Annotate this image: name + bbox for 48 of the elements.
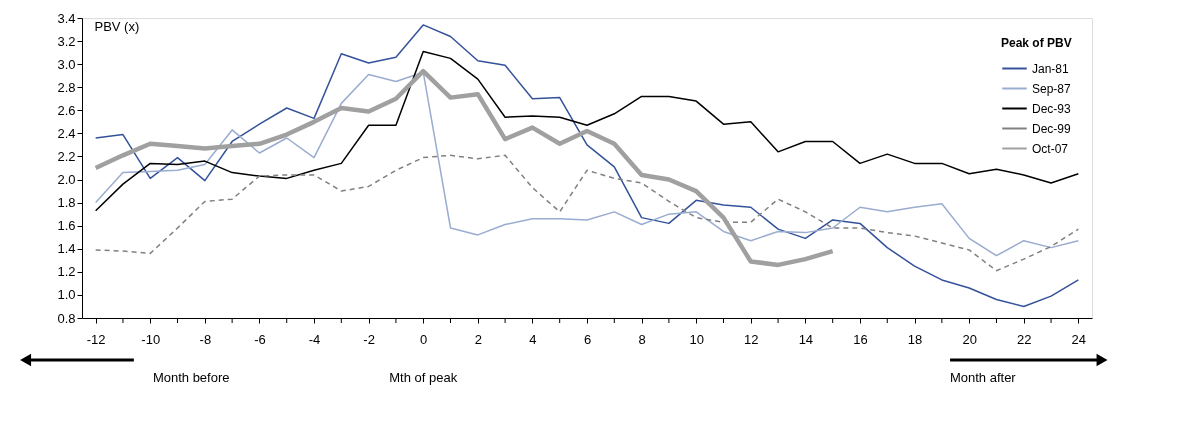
text: Month after	[949, 370, 1017, 385]
line-series	[94, 24, 1080, 308]
y-axis-title: PBV (x)	[94, 18, 140, 34]
legend-label: Jan-81	[1032, 61, 1070, 76]
text: Month before	[152, 370, 230, 385]
x-tick-label: 0	[420, 331, 428, 347]
y-tick-label: 3.2	[57, 33, 76, 49]
x-tick-label: 16	[853, 331, 868, 347]
line-series	[94, 71, 1080, 257]
x-tick-label: 12	[744, 331, 759, 347]
x-tick-label: -8	[199, 331, 212, 347]
x-tick-label: 4	[529, 331, 537, 347]
y-tick-label: 2.4	[57, 125, 76, 141]
legend-label: Dec-99	[1032, 121, 1072, 136]
x-tick-label: 2	[474, 331, 482, 347]
legend-label: Dec-93	[1032, 101, 1072, 116]
legend-label: Sep-87	[1032, 81, 1072, 96]
x-tick-label: 10	[689, 331, 704, 347]
legend-label: Oct-07	[1032, 141, 1069, 156]
x-tick-label: -2	[363, 331, 375, 347]
y-tick-label: 1.4	[57, 241, 76, 257]
line-series	[93, 68, 835, 268]
x-tick-label: 8	[638, 331, 646, 347]
x-tick-label: 14	[798, 331, 814, 347]
x-tick-label: 18	[907, 331, 923, 347]
x-tick-label: 20	[962, 331, 977, 347]
line-series	[94, 154, 1080, 272]
y-tick-label: 1.2	[57, 264, 76, 280]
x-tick-label: 22	[1017, 331, 1032, 347]
x-tick-label: -12	[86, 331, 106, 347]
legend-title: Peak of PBV	[1001, 36, 1072, 50]
y-tick-label: 2.2	[57, 148, 76, 164]
x-tick-label: -10	[141, 331, 161, 347]
y-tick-label: 1.8	[57, 195, 76, 211]
y-tick-label: 3.4	[57, 10, 76, 26]
y-tick-label: 1.0	[57, 287, 76, 303]
line-series	[94, 50, 1080, 212]
y-tick-label: 1.6	[57, 218, 76, 234]
y-tick-label: 2.8	[57, 79, 76, 95]
y-tick-label: 3.0	[57, 56, 76, 72]
x-tick-label: -4	[308, 331, 321, 347]
x-tick-label: -6	[254, 331, 266, 347]
y-tick-label: 2.6	[57, 102, 76, 118]
x-tick-label: 24	[1071, 331, 1087, 347]
x-tick-label: 6	[583, 331, 592, 347]
text: Mth of peak	[389, 370, 458, 385]
y-tick-label: 2.0	[57, 172, 76, 188]
y-tick-label: 0.8	[57, 310, 76, 326]
